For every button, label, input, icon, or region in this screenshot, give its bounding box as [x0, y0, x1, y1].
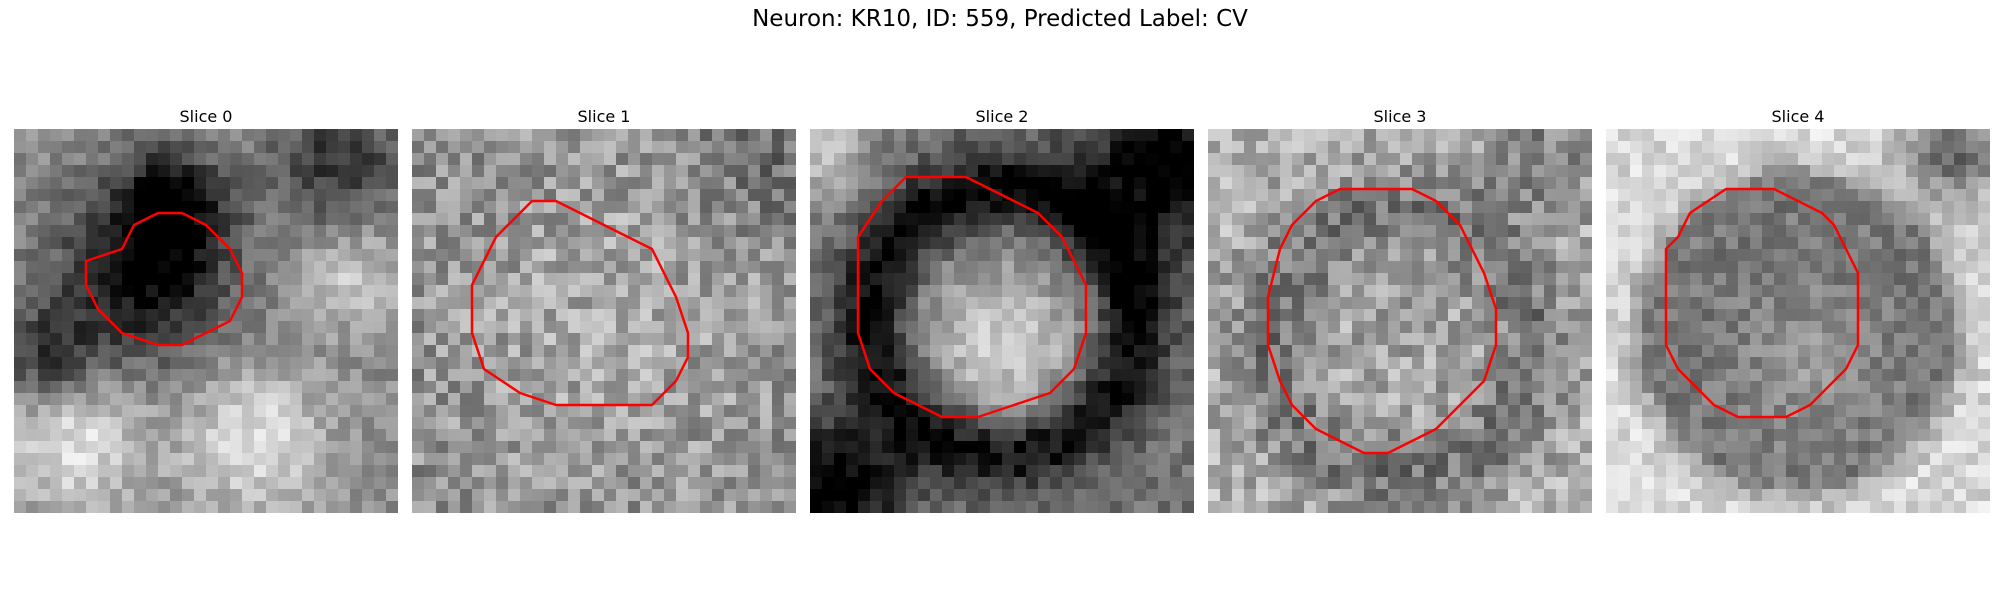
roi-contour-4	[1664, 187, 1860, 419]
slice-panel-0: Slice 0	[14, 105, 398, 513]
slice-image-2	[810, 129, 1194, 513]
slice-panel-2: Slice 2	[810, 105, 1194, 513]
slice-title-4: Slice 4	[1771, 107, 1825, 126]
roi-contour-0	[84, 211, 244, 347]
slice-image-1	[412, 129, 796, 513]
slice-title-3: Slice 3	[1373, 107, 1427, 126]
roi-contour-3	[1266, 187, 1498, 455]
slice-title-0: Slice 0	[179, 107, 233, 126]
slice-image-4	[1606, 129, 1990, 513]
slice-panel-1: Slice 1	[412, 105, 796, 513]
slice-title-1: Slice 1	[577, 107, 631, 126]
roi-contour-2	[856, 175, 1088, 419]
slice-panel-3: Slice 3	[1208, 105, 1592, 513]
roi-contour-1	[470, 199, 690, 407]
slice-panel-4: Slice 4	[1606, 105, 1990, 513]
figure-title: Neuron: KR10, ID: 559, Predicted Label: …	[752, 6, 1248, 32]
slice-image-3	[1208, 129, 1592, 513]
slice-image-0	[14, 129, 398, 513]
slice-title-2: Slice 2	[975, 107, 1029, 126]
